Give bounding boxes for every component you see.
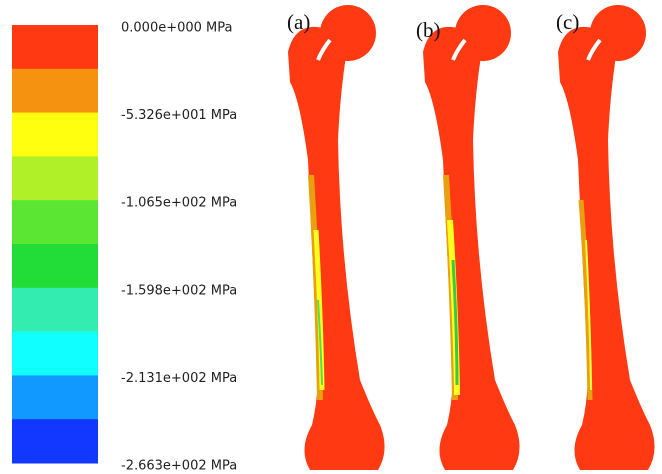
femur-a xyxy=(288,5,385,470)
color-legend: 0.000e+000 MPa -5.326e+001 MPa -1.065e+002… xyxy=(12,21,237,474)
legend-swatch xyxy=(12,200,98,244)
legend-label: -1.598e+002 MPa xyxy=(121,283,237,298)
legend-label: -2.663e+002 MPa xyxy=(121,459,237,474)
legend-swatch xyxy=(12,244,98,288)
legend-swatch xyxy=(12,332,98,376)
femur-b xyxy=(423,5,520,470)
legend-swatch xyxy=(12,69,98,113)
legend-label: -1.065e+002 MPa xyxy=(121,196,237,211)
femur-c xyxy=(558,5,655,470)
panel-label: (b) xyxy=(416,18,441,42)
legend-swatch xyxy=(12,375,98,419)
panel-label: (c) xyxy=(556,10,579,34)
legend-swatch xyxy=(12,25,98,69)
legend-label: 0.000e+000 MPa xyxy=(121,21,233,36)
legend-swatch xyxy=(12,419,98,463)
legend-swatch xyxy=(12,288,98,332)
legend-swatch xyxy=(12,156,98,200)
legend-swatch xyxy=(12,113,98,157)
legend-label: -2.131e+002 MPa xyxy=(121,371,237,386)
legend-label: -5.326e+001 MPa xyxy=(121,108,237,123)
figure: 0.000e+000 MPa -5.326e+001 MPa -1.065e+002… xyxy=(0,0,662,474)
panel-label: (a) xyxy=(287,10,310,34)
